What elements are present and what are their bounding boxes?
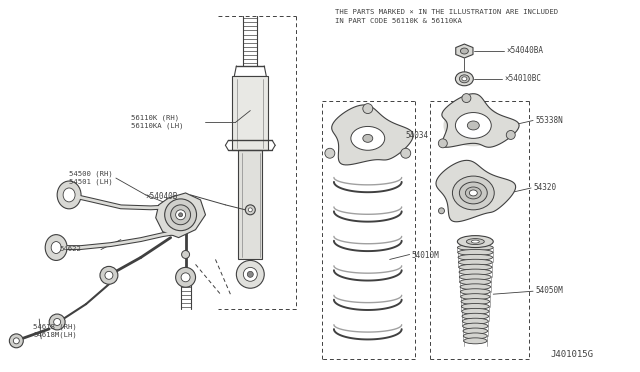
Ellipse shape	[363, 104, 372, 113]
Ellipse shape	[461, 304, 490, 310]
Polygon shape	[332, 105, 413, 165]
Ellipse shape	[100, 266, 118, 284]
Ellipse shape	[461, 294, 490, 299]
Ellipse shape	[438, 208, 444, 214]
Ellipse shape	[467, 238, 484, 244]
Ellipse shape	[236, 260, 264, 288]
Ellipse shape	[506, 131, 515, 140]
Ellipse shape	[460, 182, 487, 204]
Text: THE PARTS MARKED × IN THE ILLUSTRATION ARE INCLUDED: THE PARTS MARKED × IN THE ILLUSTRATION A…	[335, 9, 558, 15]
Ellipse shape	[248, 208, 252, 212]
Ellipse shape	[57, 181, 81, 209]
Ellipse shape	[175, 267, 196, 287]
Text: 56110KA (LH): 56110KA (LH)	[131, 122, 183, 129]
Ellipse shape	[456, 72, 474, 86]
Ellipse shape	[456, 113, 492, 138]
Ellipse shape	[164, 199, 196, 231]
Text: IN PART CODE 56110K & 56110KA: IN PART CODE 56110K & 56110KA	[335, 18, 462, 24]
Ellipse shape	[465, 187, 481, 199]
Text: J401015G: J401015G	[551, 350, 594, 359]
Ellipse shape	[54, 318, 61, 326]
Ellipse shape	[343, 119, 393, 157]
Ellipse shape	[459, 264, 492, 270]
Text: 54034: 54034	[406, 131, 429, 140]
Ellipse shape	[463, 328, 488, 334]
Ellipse shape	[445, 171, 501, 215]
Text: 54501 (LH): 54501 (LH)	[69, 178, 113, 185]
FancyBboxPatch shape	[232, 76, 268, 150]
Polygon shape	[156, 193, 205, 238]
Ellipse shape	[438, 139, 447, 148]
Ellipse shape	[452, 176, 494, 210]
Ellipse shape	[460, 48, 468, 54]
Polygon shape	[436, 160, 516, 222]
Text: 54010M: 54010M	[412, 250, 439, 260]
Ellipse shape	[462, 318, 488, 324]
Ellipse shape	[13, 338, 19, 344]
Ellipse shape	[45, 235, 67, 260]
Ellipse shape	[462, 313, 488, 319]
Ellipse shape	[458, 244, 493, 250]
FancyBboxPatch shape	[238, 150, 262, 259]
Ellipse shape	[243, 267, 257, 281]
Ellipse shape	[469, 190, 477, 196]
Ellipse shape	[182, 250, 189, 259]
Ellipse shape	[463, 323, 488, 329]
Ellipse shape	[458, 259, 492, 265]
Ellipse shape	[461, 299, 490, 305]
Ellipse shape	[460, 284, 491, 290]
Ellipse shape	[460, 274, 492, 280]
Ellipse shape	[401, 148, 411, 158]
Text: 54622: 54622	[59, 246, 81, 251]
Ellipse shape	[444, 105, 503, 146]
Ellipse shape	[181, 273, 190, 282]
Ellipse shape	[461, 308, 489, 314]
Ellipse shape	[10, 334, 23, 348]
Ellipse shape	[63, 188, 75, 202]
Ellipse shape	[179, 213, 182, 217]
Text: 54320: 54320	[533, 183, 556, 192]
Ellipse shape	[351, 126, 385, 150]
Ellipse shape	[467, 121, 479, 130]
Polygon shape	[442, 94, 519, 147]
Text: 55338N: 55338N	[535, 116, 563, 125]
Text: 54618M(LH): 54618M(LH)	[33, 332, 77, 339]
Text: ×54040BA: ×54040BA	[506, 46, 543, 55]
Ellipse shape	[363, 134, 372, 142]
Ellipse shape	[458, 250, 493, 256]
Ellipse shape	[105, 271, 113, 279]
Text: ×54010BC: ×54010BC	[504, 74, 541, 83]
Text: 54500 (RH): 54500 (RH)	[69, 170, 113, 177]
Ellipse shape	[460, 289, 490, 295]
Ellipse shape	[49, 314, 65, 330]
Text: 54050M: 54050M	[535, 286, 563, 295]
Ellipse shape	[471, 240, 479, 243]
Ellipse shape	[245, 205, 255, 215]
Ellipse shape	[51, 241, 61, 253]
Ellipse shape	[175, 210, 186, 220]
Ellipse shape	[325, 148, 335, 158]
Ellipse shape	[247, 271, 253, 277]
Ellipse shape	[458, 254, 493, 260]
Ellipse shape	[463, 338, 487, 344]
Text: ×54040B: ×54040B	[146, 192, 178, 201]
Text: 54618 (RH): 54618 (RH)	[33, 324, 77, 330]
Ellipse shape	[459, 269, 492, 275]
Ellipse shape	[463, 333, 487, 339]
Ellipse shape	[462, 77, 467, 81]
Text: 56110K (RH): 56110K (RH)	[131, 115, 179, 121]
Ellipse shape	[460, 279, 491, 285]
Ellipse shape	[460, 75, 469, 83]
Ellipse shape	[458, 235, 493, 247]
Polygon shape	[456, 44, 473, 58]
Ellipse shape	[171, 205, 191, 225]
Ellipse shape	[462, 94, 471, 103]
